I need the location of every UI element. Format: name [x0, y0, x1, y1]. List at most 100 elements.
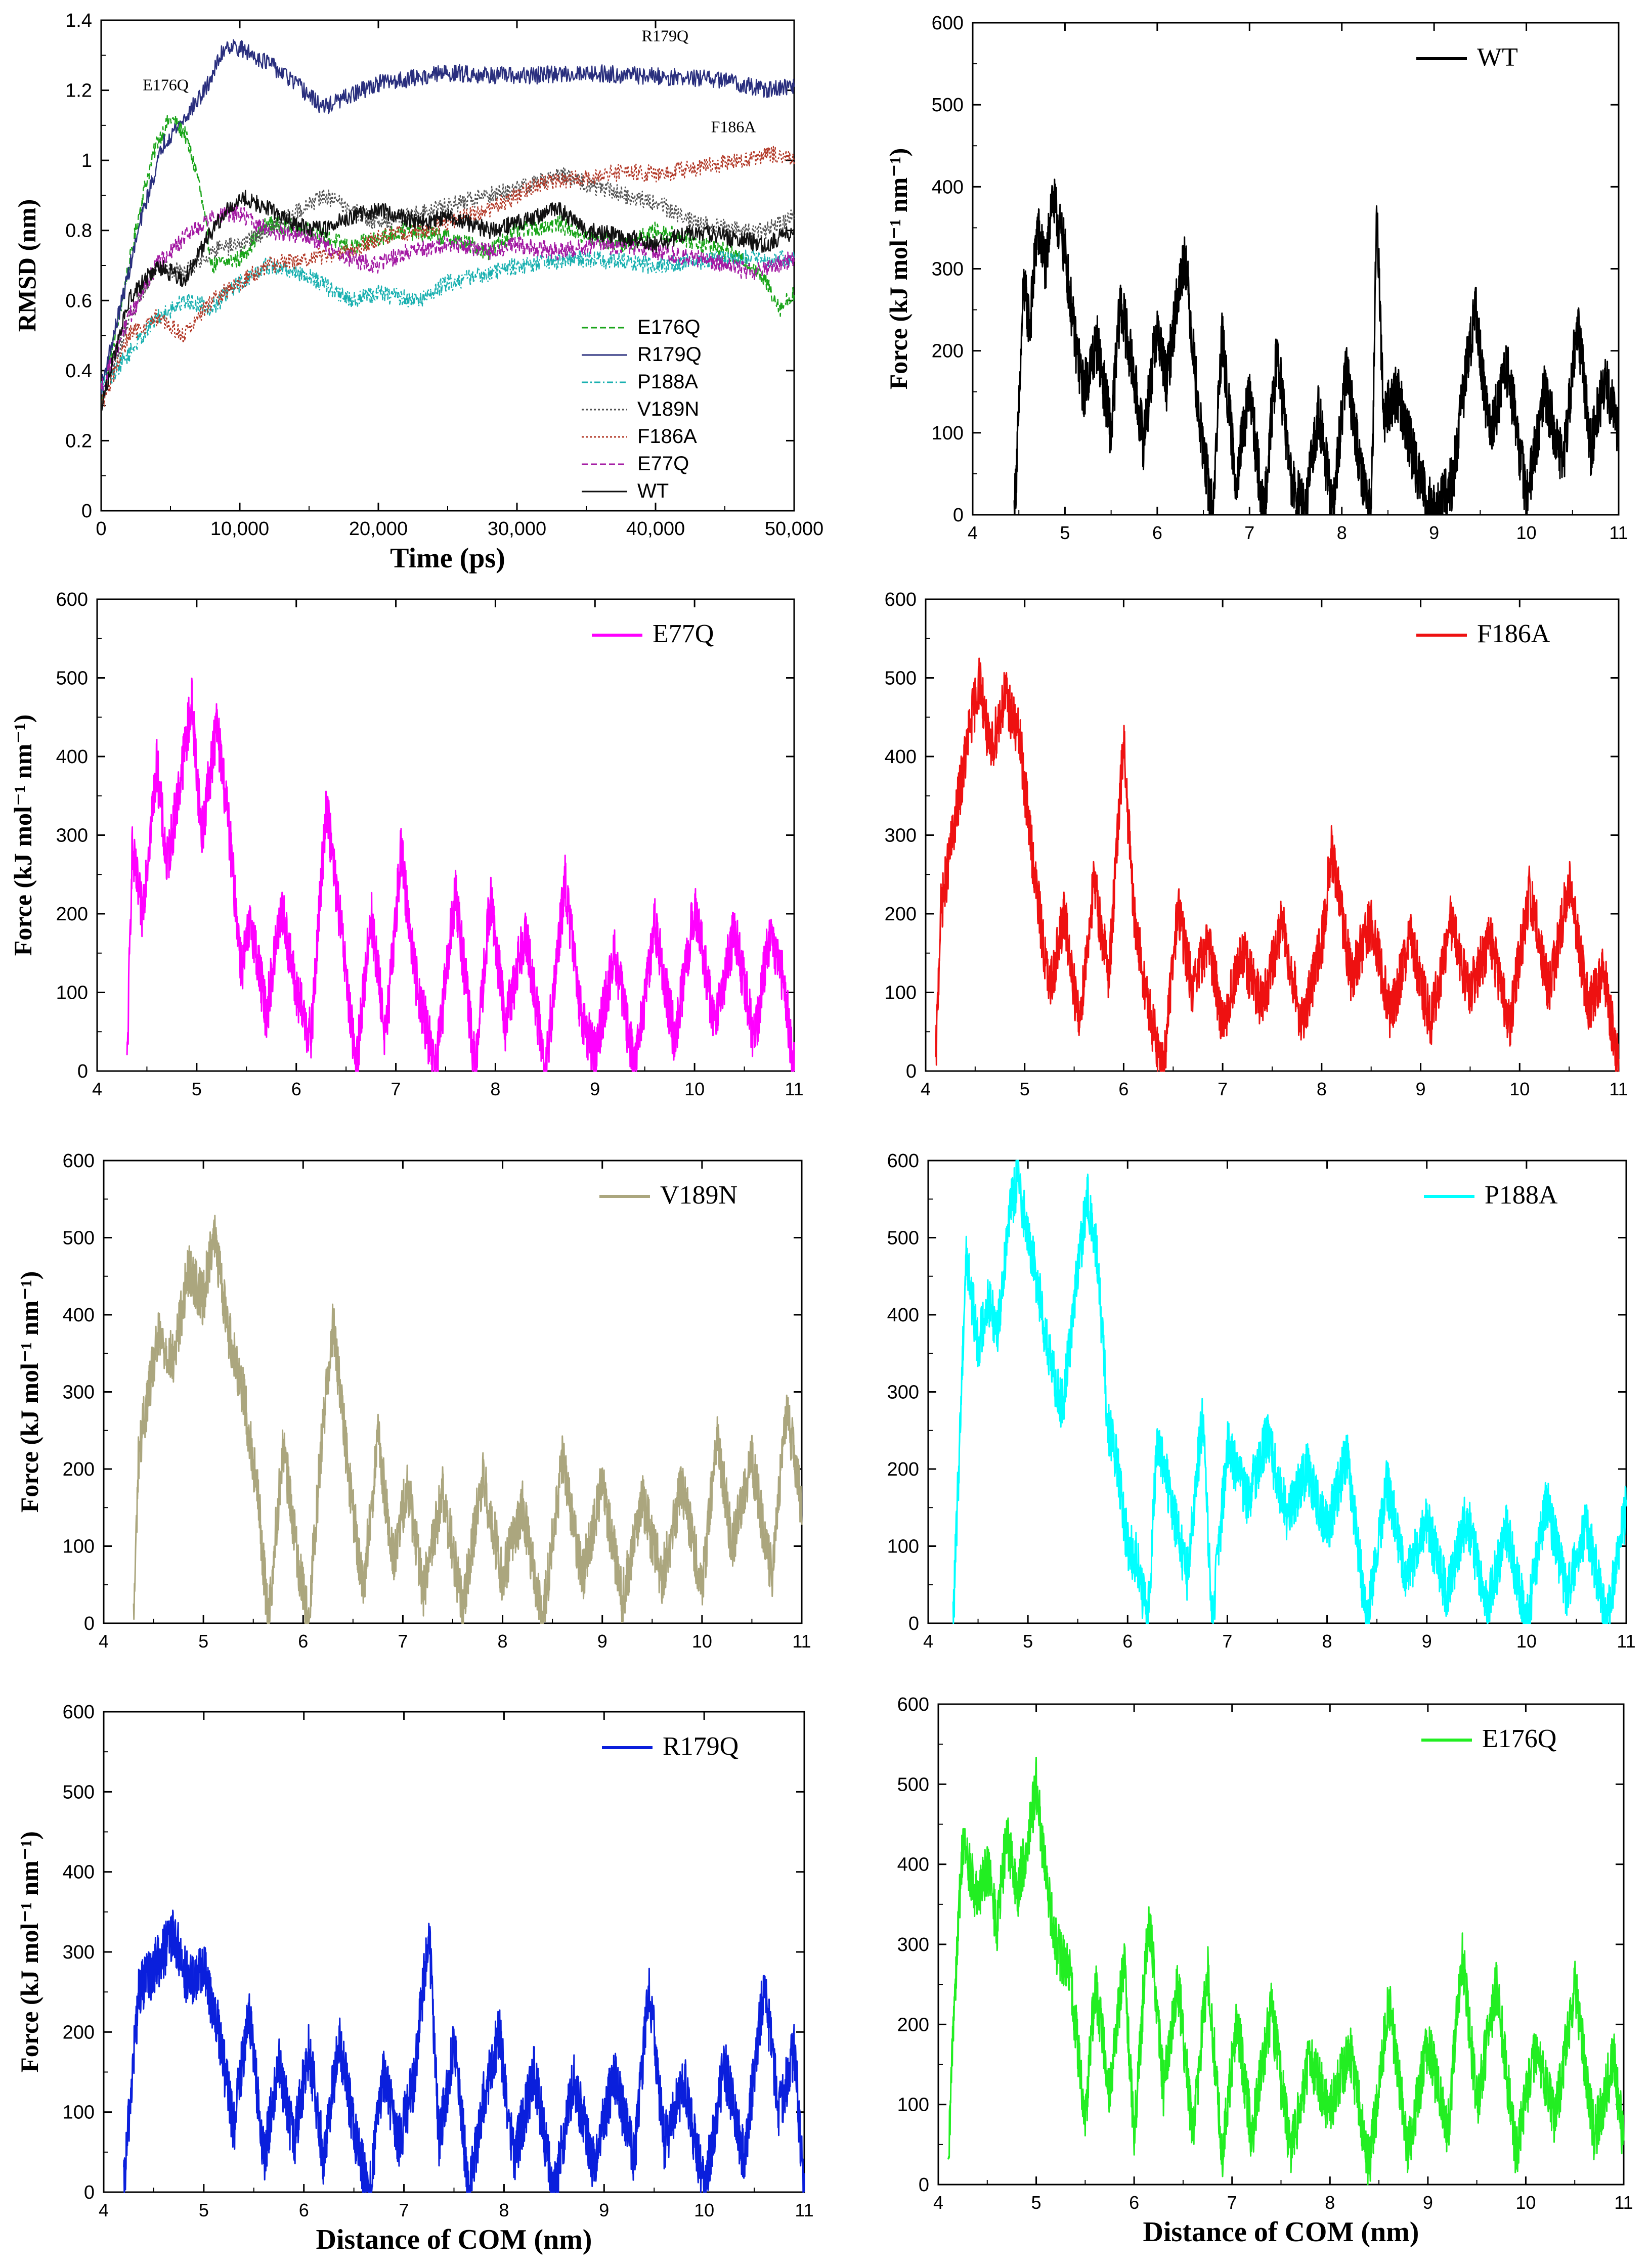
y-tick-label: 100 — [885, 983, 917, 1004]
legend-label: F186A — [1477, 619, 1550, 648]
y-tick-label: 200 — [63, 1459, 95, 1480]
chart-panel-v189n: 4 5 6 7 8 9 10 11 0 100 200 300 400 500 600 Force (kJ m… — [15, 1150, 811, 1652]
legend-label: E176Q — [637, 316, 701, 338]
y-tick-label: 0.4 — [65, 361, 92, 382]
series-line-r179q — [100, 39, 795, 395]
y-tick-label: 600 — [56, 589, 88, 610]
x-tick-label: 5 — [192, 1079, 202, 1099]
y-tick-label: 0 — [908, 1613, 919, 1634]
y-tick-label: 0.2 — [65, 430, 92, 452]
x-tick-label: 30,000 — [488, 518, 546, 540]
series-line-e77q — [126, 677, 795, 1072]
x-axis-label: Distance of COM (nm) — [316, 2224, 592, 2255]
y-tick-label: 0.8 — [65, 220, 92, 242]
x-tick-label: 7 — [1227, 2192, 1237, 2213]
y-tick-label: 0 — [77, 1061, 88, 1082]
chart-panel-e176q: 4 5 6 7 8 9 10 11 0 100 200 300 400 500 600 Distance of… — [897, 1694, 1633, 2248]
x-tick-label: 4 — [99, 1631, 109, 1652]
legend-label: V189N — [660, 1181, 737, 1210]
series-line-wt — [1013, 179, 1619, 516]
legend-label: WT — [1477, 43, 1518, 72]
y-axis-label: Force (kJ mol⁻¹ nm⁻¹) — [15, 1271, 44, 1513]
y-axis-label: Force (kJ mol⁻¹ nm⁻¹) — [9, 715, 37, 956]
y-tick-label: 1.4 — [65, 10, 92, 31]
y-tick-label: 400 — [63, 1305, 95, 1326]
x-tick-label: 7 — [391, 1079, 401, 1099]
legend-label: V189N — [637, 398, 699, 420]
series-line-e176q — [947, 1756, 1625, 2186]
y-tick-label: 200 — [887, 1459, 919, 1480]
y-tick-label: 300 — [56, 825, 88, 847]
annotation-label: E176Q — [143, 76, 189, 94]
x-tick-label: 8 — [490, 1079, 500, 1099]
y-tick-label: 200 — [897, 2014, 929, 2035]
series-group — [947, 1756, 1625, 2186]
x-tick-label: 9 — [599, 2200, 609, 2220]
x-tick-label: 4 — [92, 1079, 102, 1099]
x-axis-label: Distance of COM (nm) — [1143, 2216, 1419, 2248]
y-tick-label: 0.6 — [65, 290, 92, 312]
series-group — [100, 39, 795, 412]
x-tick-label: 8 — [499, 2200, 509, 2220]
legend-label: WT — [637, 480, 669, 502]
series-group — [1013, 179, 1619, 516]
y-tick-label: 100 — [63, 1536, 95, 1558]
legend-label: P188A — [1485, 1181, 1558, 1210]
y-tick-label: 0 — [906, 1061, 917, 1082]
y-tick-label: 500 — [887, 1228, 919, 1249]
y-tick-label: 600 — [63, 1150, 95, 1172]
series-line-v189n — [101, 167, 795, 404]
legend-label: E176Q — [1482, 1724, 1556, 1753]
x-tick-label: 8 — [1317, 1079, 1327, 1099]
series-group — [133, 1215, 803, 1624]
y-tick-label: 300 — [885, 825, 917, 847]
y-tick-label: 100 — [887, 1536, 919, 1558]
y-tick-label: 400 — [932, 176, 964, 198]
legend-label: E77Q — [653, 619, 714, 648]
y-tick-label: 1.2 — [65, 80, 92, 102]
y-tick-label: 400 — [897, 1854, 929, 1876]
y-tick-label: 300 — [887, 1382, 919, 1403]
y-tick-label: 0 — [81, 501, 92, 522]
x-tick-label: 9 — [597, 1631, 607, 1652]
x-tick-label: 9 — [1423, 2192, 1433, 2213]
y-tick-label: 300 — [63, 1942, 95, 1963]
y-tick-label: 500 — [897, 1774, 929, 1795]
x-tick-label: 10 — [1515, 2192, 1536, 2213]
x-tick-label: 5 — [1031, 2192, 1041, 2213]
series-line-f186a — [100, 146, 795, 407]
y-tick-label: 500 — [63, 1228, 95, 1249]
x-tick-label: 7 — [399, 2200, 409, 2220]
y-tick-label: 200 — [885, 904, 917, 925]
x-tick-label: 6 — [1118, 1079, 1128, 1099]
chart-panel-r179q: 4 5 6 7 8 9 10 11 0 100 200 300 400 500 600 Force (kJ m… — [15, 1702, 814, 2255]
x-tick-label: 40,000 — [626, 518, 685, 540]
x-tick-label: 11 — [1614, 2192, 1633, 2213]
x-tick-label: 6 — [1129, 2192, 1139, 2213]
y-tick-label: 100 — [63, 2102, 95, 2123]
chart-panel-e77q: 4 5 6 7 8 9 10 11 0 100 200 300 400 500 600 Force (kJ m… — [9, 589, 804, 1099]
chart-panel-f186a: 4 5 6 7 8 9 10 11 0 100 200 300 400 500 600 F186A — [885, 589, 1628, 1099]
x-tick-label: 10 — [694, 2200, 714, 2220]
legend-label: E77Q — [637, 453, 689, 475]
x-tick-label: 7 — [1218, 1079, 1228, 1099]
x-tick-label: 10 — [1516, 1631, 1537, 1652]
x-tick-label: 5 — [198, 1631, 208, 1652]
series-group — [126, 677, 795, 1072]
x-tick-label: 11 — [795, 2200, 813, 2220]
x-tick-label: 5 — [1023, 1631, 1033, 1652]
y-tick-label: 400 — [885, 746, 917, 768]
x-tick-label: 6 — [1122, 1631, 1133, 1652]
annotation-label: R179Q — [642, 27, 688, 45]
x-tick-label: 9 — [1422, 1631, 1432, 1652]
x-tick-label: 9 — [1416, 1079, 1426, 1099]
x-tick-label: 6 — [291, 1079, 301, 1099]
x-tick-label: 8 — [1322, 1631, 1332, 1652]
y-tick-label: 300 — [932, 259, 964, 280]
chart-panel-p188a: 4 5 6 7 8 9 10 11 0 100 200 300 400 500 600 P188A — [887, 1150, 1636, 1652]
legend-label: R179Q — [663, 1732, 739, 1761]
series-group — [123, 1909, 805, 2193]
x-tick-label: 5 — [1060, 522, 1070, 543]
x-tick-label: 9 — [1429, 522, 1439, 543]
x-tick-label: 10 — [684, 1079, 705, 1099]
